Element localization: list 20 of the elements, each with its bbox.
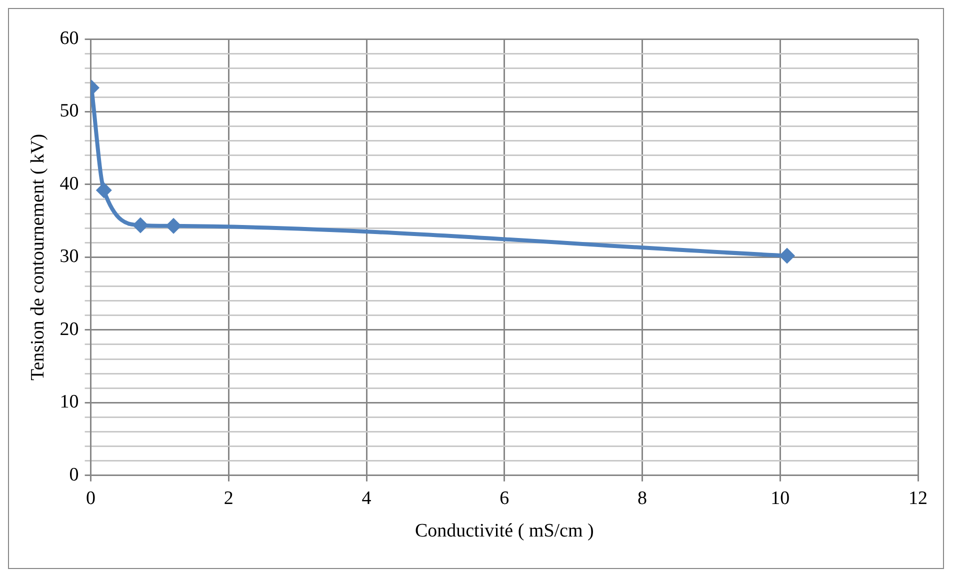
x-tick-label: 0: [86, 488, 96, 509]
x-tick-label: 4: [362, 488, 372, 509]
x-axis-title: Conductivité ( mS/cm ): [414, 520, 594, 542]
y-tick-label: 50: [60, 100, 79, 122]
y-tick-label: 0: [69, 464, 79, 486]
y-tick-label: 10: [60, 392, 79, 413]
point: [166, 218, 182, 234]
y-tick-label: 40: [60, 173, 79, 194]
x-tick-label: 8: [638, 488, 648, 509]
y-axis-title: Tension de contournement ( kV): [27, 134, 48, 381]
y-tick-label: 30: [60, 246, 79, 268]
x-tick-label: 12: [908, 488, 928, 509]
x-tick-label: 6: [500, 488, 510, 509]
x-tick-label: 2: [224, 488, 234, 509]
y-tick-label: 20: [60, 318, 79, 340]
point: [132, 217, 148, 234]
point: [779, 248, 796, 264]
x-tick-label: 10: [770, 488, 790, 509]
point: [96, 182, 112, 198]
y-tick-label: 60: [60, 28, 79, 49]
